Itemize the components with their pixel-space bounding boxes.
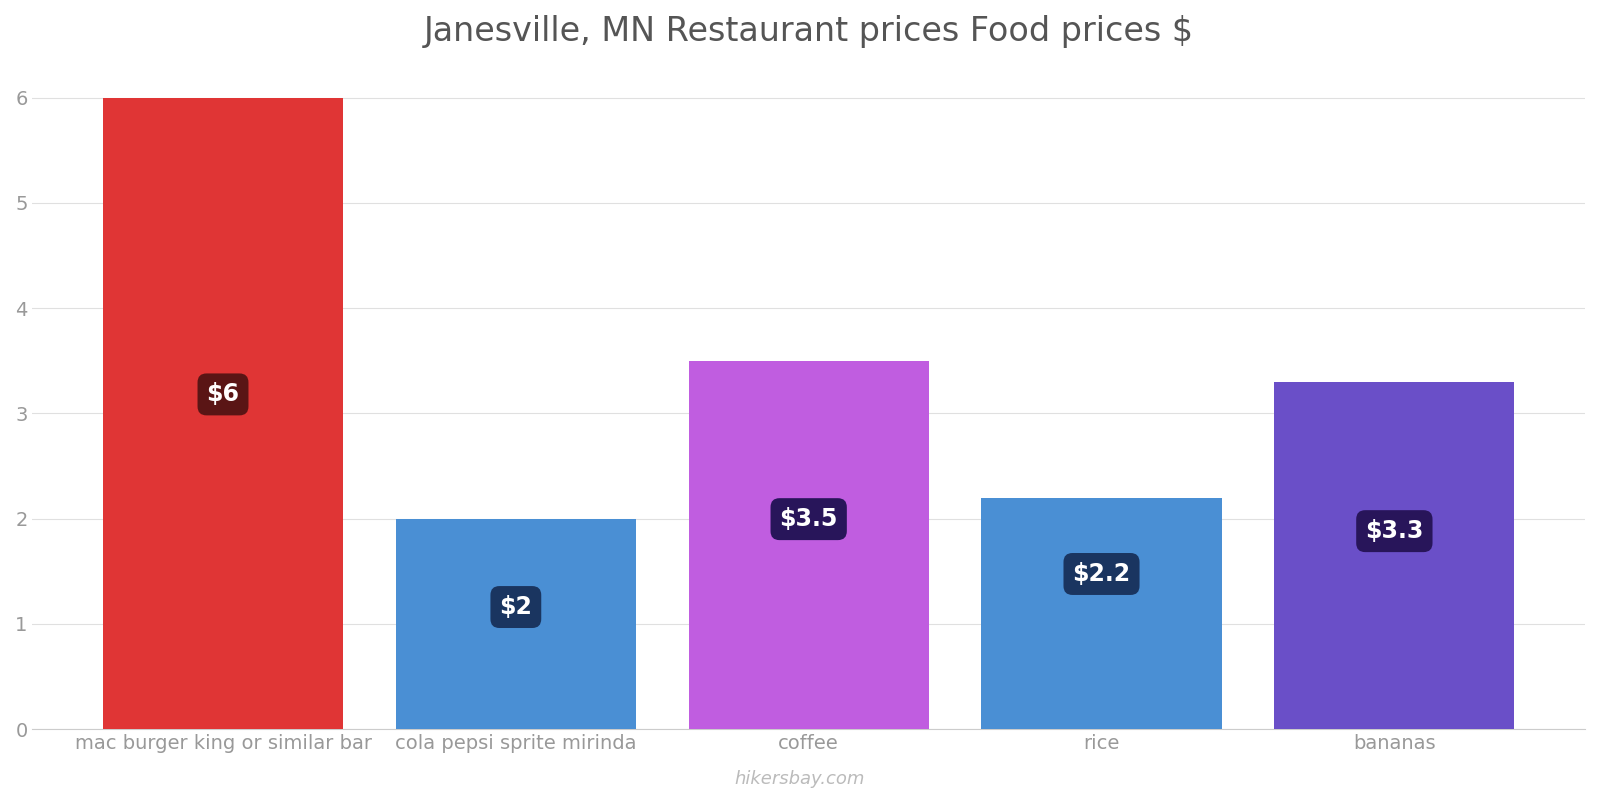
- Text: $3.5: $3.5: [779, 507, 838, 531]
- Bar: [688, 361, 928, 729]
- Bar: [102, 98, 342, 729]
- Text: $3.3: $3.3: [1365, 519, 1424, 543]
- Bar: [981, 498, 1221, 729]
- Text: $2.2: $2.2: [1072, 562, 1131, 586]
- Text: $6: $6: [206, 382, 240, 406]
- Title: Janesville, MN Restaurant prices Food prices $: Janesville, MN Restaurant prices Food pr…: [424, 15, 1194, 48]
- Bar: [1274, 382, 1515, 729]
- Text: hikersbay.com: hikersbay.com: [734, 770, 866, 788]
- Text: $2: $2: [499, 595, 533, 619]
- Bar: [395, 518, 635, 729]
